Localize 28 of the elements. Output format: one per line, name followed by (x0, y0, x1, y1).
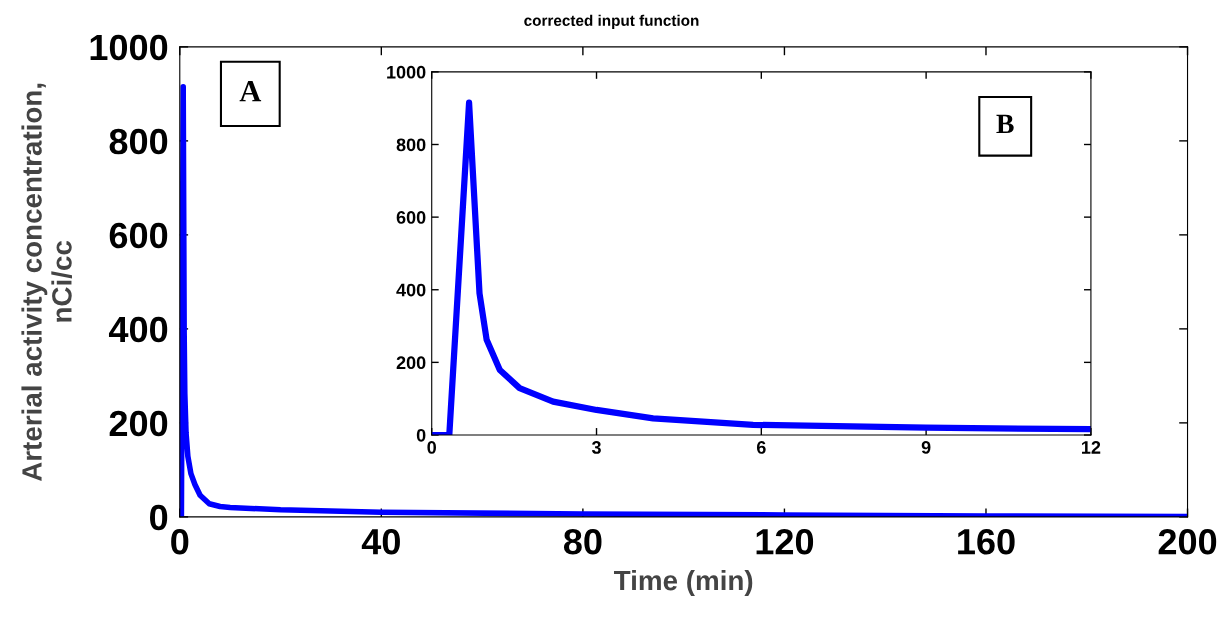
chart-title: corrected input function (524, 14, 699, 29)
annotation: B (996, 114, 1014, 134)
x-axis-title: Time (min) (614, 569, 753, 596)
x-tick-label: 12 (1082, 441, 1101, 454)
y-tick-label: 800 (396, 138, 426, 152)
x-tick-label: 3 (591, 441, 601, 454)
x-tick-label: 120 (756, 528, 814, 555)
y-tick-label: 0 (150, 504, 168, 531)
y-tick-label: 0 (416, 428, 426, 442)
x-tick-label: 9 (921, 441, 931, 454)
y-tick-label: 400 (396, 283, 426, 297)
y-axis-title: Arterial activity concentration, nCi/cc (21, 83, 73, 482)
y-tick-label: 1000 (90, 34, 168, 61)
x-tick-label: 200 (1158, 528, 1217, 555)
x-tick-label: 0 (427, 441, 436, 454)
x-tick-label: 80 (563, 528, 602, 555)
y-tick-label: 800 (109, 128, 168, 155)
annotation: A (239, 81, 262, 102)
y-tick-label: 400 (108, 316, 168, 343)
x-tick-label: 0 (171, 528, 189, 555)
y-tick-label: 600 (109, 222, 168, 249)
x-tick-label: 40 (361, 528, 400, 555)
x-tick-label: 6 (756, 441, 766, 454)
y-tick-label: 200 (396, 356, 426, 370)
y-tick-label: 600 (396, 211, 426, 224)
y-tick-label: 200 (109, 410, 168, 437)
y-tick-label: 1000 (387, 65, 426, 79)
x-tick-label: 160 (958, 528, 1015, 555)
